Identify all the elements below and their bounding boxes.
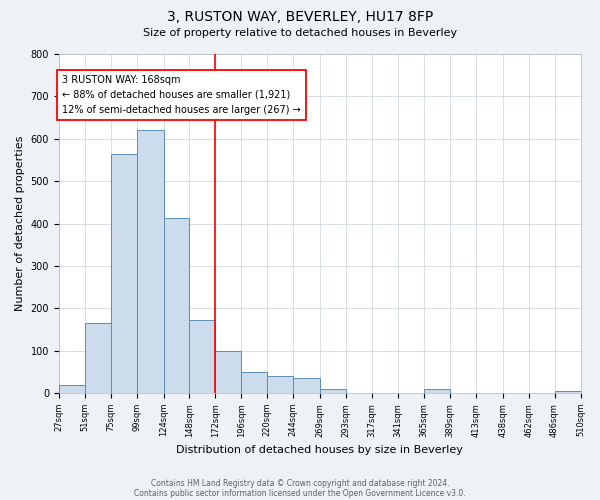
Y-axis label: Number of detached properties: Number of detached properties <box>15 136 25 311</box>
Text: Contains HM Land Registry data © Crown copyright and database right 2024.: Contains HM Land Registry data © Crown c… <box>151 478 449 488</box>
Bar <box>110 154 137 393</box>
Bar <box>554 391 581 393</box>
Bar <box>215 350 241 393</box>
Bar <box>293 378 320 393</box>
Bar <box>267 376 293 393</box>
Text: Contains public sector information licensed under the Open Government Licence v3: Contains public sector information licen… <box>134 488 466 498</box>
Bar <box>241 372 267 393</box>
Bar <box>164 218 190 393</box>
X-axis label: Distribution of detached houses by size in Beverley: Distribution of detached houses by size … <box>176 445 463 455</box>
Bar <box>137 130 164 393</box>
Bar <box>190 320 215 393</box>
Bar <box>59 384 85 393</box>
Bar <box>320 389 346 393</box>
Text: Size of property relative to detached houses in Beverley: Size of property relative to detached ho… <box>143 28 457 38</box>
Text: 3 RUSTON WAY: 168sqm
← 88% of detached houses are smaller (1,921)
12% of semi-de: 3 RUSTON WAY: 168sqm ← 88% of detached h… <box>62 75 301 115</box>
Bar <box>85 323 110 393</box>
Text: 3, RUSTON WAY, BEVERLEY, HU17 8FP: 3, RUSTON WAY, BEVERLEY, HU17 8FP <box>167 10 433 24</box>
Bar <box>424 389 450 393</box>
